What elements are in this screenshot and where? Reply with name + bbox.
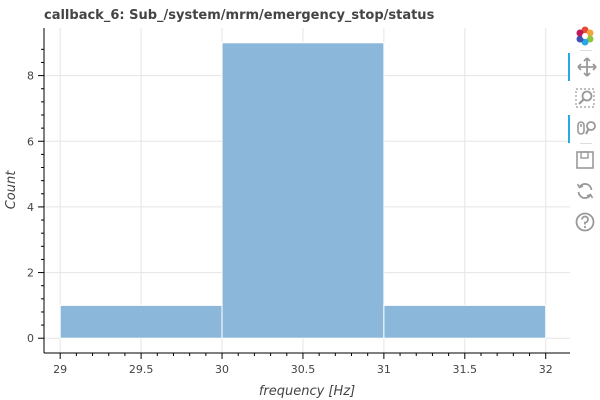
axes: 29 29.5 30 30.5 31 31.5 32 0 2 4 6 8 xyxy=(27,28,570,376)
x-tick-label: 31.5 xyxy=(453,363,478,376)
y-tick-label: 4 xyxy=(27,201,34,214)
wheel-zoom-icon xyxy=(577,121,596,135)
chart-title: callback_6: Sub_/system/mrm/emergency_st… xyxy=(44,8,435,23)
pan-icon xyxy=(577,57,597,77)
pan-tool[interactable] xyxy=(568,53,600,81)
y-tick-label: 8 xyxy=(27,70,34,83)
reset-tool[interactable] xyxy=(568,177,600,205)
histogram-bar xyxy=(221,42,385,339)
histogram-chart: 29 29.5 30 30.5 31 31.5 32 0 2 4 6 8 frequency [Hz]… xyxy=(4,28,570,399)
help-icon xyxy=(575,212,595,232)
bokeh-logo[interactable] xyxy=(568,22,600,50)
histogram-bar xyxy=(59,304,223,339)
toolbar-divider xyxy=(580,50,592,51)
save-tool[interactable] xyxy=(568,146,600,174)
box-zoom-tool[interactable] xyxy=(568,84,600,112)
x-tick-label: 29 xyxy=(53,363,67,376)
y-axis-label: Count xyxy=(4,170,19,210)
x-axis-label: frequency [Hz] xyxy=(259,384,355,399)
help-tool[interactable] xyxy=(568,208,600,236)
save-icon xyxy=(576,151,594,169)
x-tick-label: 31 xyxy=(377,363,391,376)
box-zoom-icon xyxy=(575,88,595,108)
toolbar-divider xyxy=(580,143,592,144)
y-tick-label: 2 xyxy=(27,267,34,280)
x-tick-label: 29.5 xyxy=(129,363,154,376)
histogram-bar xyxy=(383,304,547,339)
wheel-zoom-tool[interactable] xyxy=(568,115,600,143)
bars xyxy=(59,42,547,339)
x-tick-label: 30.5 xyxy=(291,363,316,376)
y-tick-label: 6 xyxy=(27,135,34,148)
x-tick-label: 30 xyxy=(215,363,229,376)
x-tick-label: 32 xyxy=(539,363,553,376)
reset-icon xyxy=(576,183,594,199)
y-tick-label: 0 xyxy=(27,332,34,345)
chart-toolbar xyxy=(568,22,600,242)
bokeh-logo-icon xyxy=(576,26,594,46)
